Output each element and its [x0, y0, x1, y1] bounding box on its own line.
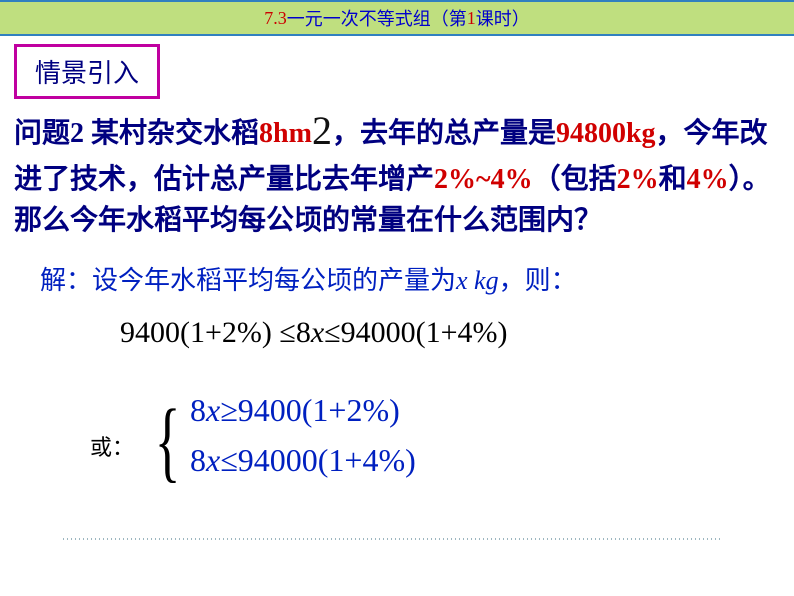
- s1-p1: 8: [190, 392, 206, 428]
- s2-p2: ≤94000(1+4%): [220, 442, 416, 478]
- p-v5: 4%: [687, 164, 729, 195]
- header-t2: 课时）: [476, 5, 530, 31]
- inequality-chain: 9400(1+2%) ≤8x≤94000(1+4%): [120, 316, 508, 350]
- s1-x: x: [206, 392, 220, 428]
- header-t1: 一元一次不等式组（第: [287, 5, 467, 31]
- problem-text: 问题2 某村杂交水稻8hm2，去年的总产量是94800kg，今年改进了技术，估计…: [14, 102, 774, 241]
- s1-p2: ≥9400(1+2%): [220, 392, 400, 428]
- solution-line: 解：设今年水稻平均每公顷的产量为x kg，则：: [40, 260, 577, 297]
- p-t2: ，去年的总产量是: [332, 118, 556, 149]
- footer-divider: [60, 538, 720, 540]
- f1-x: x: [311, 316, 324, 349]
- intro-box: 情景引入: [14, 44, 160, 99]
- f1-left: 9400(1+2%) ≤8: [120, 316, 311, 349]
- p-sup: 2: [312, 108, 332, 153]
- sol-prefix: 解：设今年水稻平均每公顷的产量为: [40, 266, 456, 295]
- slide-header: 7.3 一元一次不等式组（第 1 课时）: [0, 0, 794, 36]
- p-t1: 某村杂交水稻: [84, 118, 259, 149]
- p-v2: 94800kg: [556, 118, 656, 149]
- sol-var: x kg: [456, 266, 499, 295]
- s2-x: x: [206, 442, 220, 478]
- p-v1: 8hm: [259, 118, 312, 149]
- p-t4: （包括: [533, 164, 617, 195]
- s2-p1: 8: [190, 442, 206, 478]
- p-t5: 和: [659, 164, 687, 195]
- or-label: 或：: [90, 430, 134, 462]
- p-v3: 2%~4%: [434, 164, 533, 195]
- problem-label: 问题2: [14, 118, 84, 149]
- header-num: 7.3: [264, 8, 287, 29]
- sol-suffix: ，则：: [499, 266, 577, 295]
- system-line-2: 8x≤94000(1+4%): [190, 442, 416, 479]
- p-v4: 2%: [617, 164, 659, 195]
- header-lesson: 1: [467, 8, 476, 29]
- system-line-1: 8x≥9400(1+2%): [190, 392, 400, 429]
- brace-icon: {: [155, 390, 181, 493]
- f1-right: ≤94000(1+4%): [324, 316, 507, 349]
